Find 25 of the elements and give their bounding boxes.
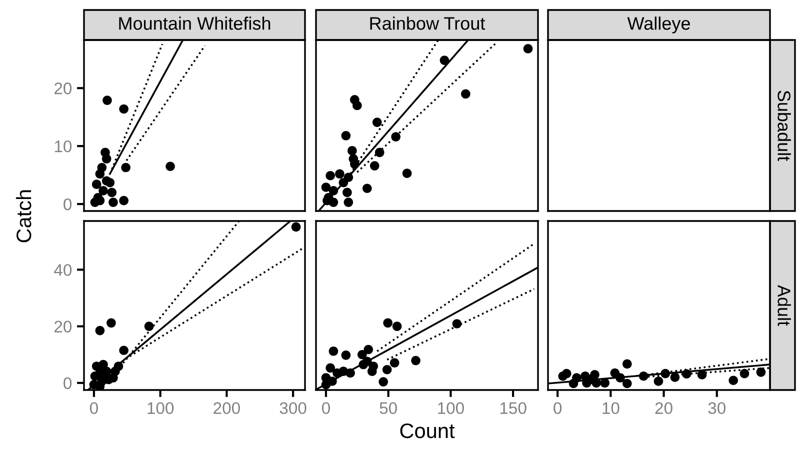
x-tick-label: 0 xyxy=(322,402,330,414)
y-tick-label: 20 xyxy=(54,82,72,94)
y-tick-label: 40 xyxy=(54,264,72,276)
chart-title: Mountain Whitefish xyxy=(119,16,270,30)
y-tick-label: 0 xyxy=(64,198,72,210)
x-tick-label: 150 xyxy=(500,402,526,414)
x-tick-label: 0 xyxy=(554,402,562,414)
y-tick-label: 10 xyxy=(54,140,72,152)
y-tick-label: 20 xyxy=(54,320,72,333)
x-tick-label: 30 xyxy=(708,402,726,414)
x-tick-label: 100 xyxy=(438,402,464,414)
chart-title: Rainbow Trout xyxy=(370,16,486,30)
x-tick-label: 10 xyxy=(602,402,620,414)
x-tick-label: 100 xyxy=(148,402,174,414)
x-tick-label: 200 xyxy=(214,402,240,414)
y2-axis-title: Adult xyxy=(778,284,791,326)
x-tick-label: 20 xyxy=(655,402,672,414)
y2-axis-title: Subadult xyxy=(778,90,791,162)
x-axis-title: Count xyxy=(400,423,455,438)
x-tick-label: 300 xyxy=(280,402,306,414)
x-tick-label: 50 xyxy=(380,402,397,414)
y-axis-title: Catch xyxy=(16,190,32,242)
y-tick-label: 0 xyxy=(64,377,72,390)
chart-title: Walleye xyxy=(627,16,690,34)
x-tick-label: 0 xyxy=(90,402,98,414)
